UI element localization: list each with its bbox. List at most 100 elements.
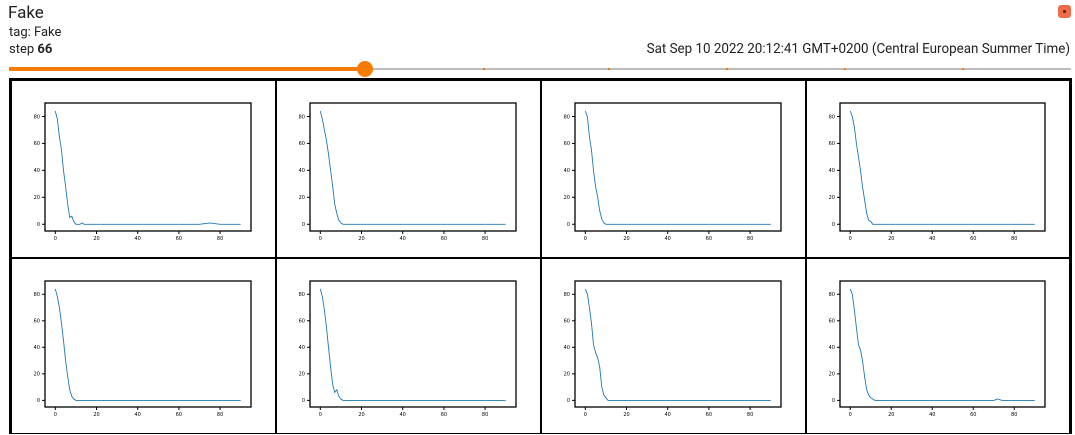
- image-panel[interactable]: 0 20 40 60 80 0 20 40 60 80: [11, 258, 276, 434]
- x-tick-label: 80: [482, 236, 488, 242]
- x-tick-label: 20: [93, 412, 99, 418]
- x-tick-label: 20: [358, 236, 364, 242]
- step-label: step 66: [9, 42, 52, 58]
- y-tick-label: 60: [829, 319, 835, 325]
- plot-frame: [574, 280, 782, 408]
- y-tick-label: 60: [299, 141, 305, 147]
- x-tick-label: 0: [584, 412, 587, 418]
- x-tick-label: 60: [970, 412, 976, 418]
- image-panel[interactable]: 0 20 40 60 80 0 20 40 60 80: [11, 80, 276, 258]
- plot-frame: [839, 102, 1046, 232]
- series-line: [54, 288, 241, 401]
- series-line: [319, 110, 506, 225]
- y-tick-label: 20: [829, 195, 835, 201]
- x-tick-label: 60: [176, 412, 182, 418]
- series-line: [849, 110, 1035, 225]
- step-value: 66: [37, 42, 53, 57]
- y-tick-label: 20: [299, 372, 305, 378]
- image-panel[interactable]: 0 20 40 60 80 0 20 40 60 80: [541, 258, 806, 434]
- plot-frame: [309, 102, 517, 232]
- tag-label: tag: Fake: [9, 25, 62, 40]
- y-tick-label: 80: [299, 292, 305, 298]
- y-tick-label: 40: [34, 345, 40, 351]
- y-tick-label: 80: [564, 114, 570, 120]
- series-line: [584, 288, 771, 401]
- y-tick-label: 40: [829, 345, 835, 351]
- y-tick-label: 40: [564, 345, 570, 351]
- plot-frame: [44, 280, 252, 408]
- image-panel[interactable]: 0 20 40 60 80 0 20 40 60 80: [276, 258, 541, 434]
- x-tick-label: 80: [217, 412, 223, 418]
- y-tick-label: 60: [564, 141, 570, 147]
- x-tick-label: 80: [482, 412, 488, 418]
- x-tick-label: 40: [400, 236, 406, 242]
- x-tick-label: 0: [54, 412, 57, 418]
- x-tick-label: 20: [623, 236, 629, 242]
- y-tick-label: 20: [564, 372, 570, 378]
- x-tick-label: 80: [217, 236, 223, 242]
- y-tick-label: 0: [567, 222, 570, 228]
- x-tick-label: 20: [93, 236, 99, 242]
- series-line: [849, 288, 1035, 401]
- x-tick-label: 60: [706, 236, 712, 242]
- y-tick-label: 80: [564, 292, 570, 298]
- series-line: [319, 288, 506, 401]
- x-tick-label: 60: [176, 236, 182, 242]
- card-title: Fake: [8, 3, 44, 23]
- slider-tick-mark: [961, 68, 964, 70]
- plot-svg: 0 20 40 60 80 0 20 40 60 80: [299, 280, 517, 418]
- x-tick-label: 40: [135, 236, 141, 242]
- x-tick-label: 80: [747, 412, 753, 418]
- y-tick-label: 80: [829, 292, 835, 298]
- y-tick-label: 0: [302, 398, 305, 404]
- x-tick-label: 40: [135, 412, 141, 418]
- y-tick-label: 0: [832, 398, 835, 404]
- y-tick-label: 60: [299, 319, 305, 325]
- plot-svg: 0 20 40 60 80 0 20 40 60 80: [829, 280, 1046, 418]
- step-prefix: step: [9, 42, 35, 57]
- y-tick-label: 60: [829, 141, 835, 147]
- x-tick-label: 20: [623, 412, 629, 418]
- x-tick-label: 60: [706, 412, 712, 418]
- x-tick-label: 0: [849, 236, 852, 242]
- y-tick-label: 60: [34, 319, 40, 325]
- x-tick-label: 40: [665, 236, 671, 242]
- y-tick-label: 0: [37, 398, 40, 404]
- y-tick-label: 0: [832, 222, 835, 228]
- x-tick-label: 80: [1011, 412, 1017, 418]
- x-tick-label: 20: [888, 412, 894, 418]
- plot-svg: 0 20 40 60 80 0 20 40 60 80: [564, 102, 782, 242]
- x-tick-label: 0: [319, 412, 322, 418]
- x-tick-label: 80: [747, 236, 753, 242]
- more-menu-button[interactable]: [1058, 5, 1071, 18]
- slider-tick-mark: [482, 68, 485, 70]
- y-tick-label: 0: [567, 398, 570, 404]
- slider-track[interactable]: [9, 68, 1071, 70]
- series-line: [54, 110, 241, 225]
- image-panel[interactable]: 0 20 40 60 80 0 20 40 60 80: [276, 80, 541, 258]
- image-panel[interactable]: 0 20 40 60 80 0 20 40 60 80: [806, 258, 1070, 434]
- y-tick-label: 20: [829, 372, 835, 378]
- plot-svg: 0 20 40 60 80 0 20 40 60 80: [34, 280, 252, 418]
- y-tick-label: 80: [34, 114, 40, 120]
- slider-thumb[interactable]: [356, 61, 373, 77]
- timestamp: Sat Sep 10 2022 20:12:41 GMT+0200 (Centr…: [646, 42, 1070, 57]
- plot-svg: 0 20 40 60 80 0 20 40 60 80: [564, 280, 782, 418]
- slider-tick-mark: [843, 68, 846, 70]
- y-tick-label: 80: [34, 292, 40, 298]
- x-tick-label: 20: [358, 412, 364, 418]
- x-tick-label: 40: [929, 412, 935, 418]
- plot-svg: 0 20 40 60 80 0 20 40 60 80: [829, 102, 1046, 242]
- x-tick-label: 0: [319, 236, 322, 242]
- slider-tick-mark: [607, 68, 610, 70]
- x-tick-label: 0: [54, 236, 57, 242]
- image-grid: 0 20 40 60 80 0 20 40 60 80 0 20 40 60 80 0 20 40 60 80 0 20 4…: [9, 78, 1072, 434]
- x-tick-label: 20: [888, 236, 894, 242]
- step-slider[interactable]: [9, 61, 1071, 77]
- plot-frame: [309, 280, 517, 408]
- x-tick-label: 40: [665, 412, 671, 418]
- image-panel[interactable]: 0 20 40 60 80 0 20 40 60 80: [541, 80, 806, 258]
- image-panel[interactable]: 0 20 40 60 80 0 20 40 60 80: [806, 80, 1070, 258]
- plot-frame: [574, 102, 782, 232]
- y-tick-label: 80: [829, 114, 835, 120]
